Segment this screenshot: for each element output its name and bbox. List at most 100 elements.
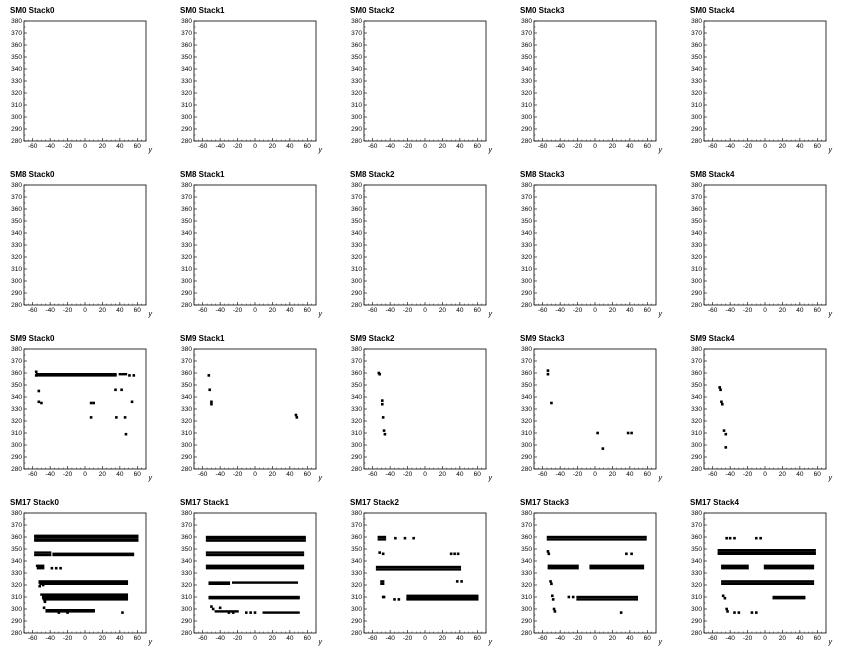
x-tick-label: 60 (134, 307, 142, 314)
y-tick-label: 320 (181, 90, 192, 97)
y-tick-label: 290 (11, 290, 22, 297)
x-tick-label: 0 (763, 143, 767, 150)
x-tick-label: -40 (45, 471, 55, 478)
x-tick-label: 60 (644, 143, 652, 150)
x-tick-label: 20 (269, 307, 277, 314)
chart-title: SM0 Stack0 (10, 6, 55, 15)
x-tick-label: -20 (403, 635, 413, 642)
chart-plot: 280 290 300 310 320 330 340 350 360 370 380 -60 -40 -… (351, 18, 492, 154)
x-axis-title: y (318, 311, 323, 318)
data-point (626, 431, 630, 435)
y-tick-label: 300 (521, 606, 532, 613)
y-tick-label: 370 (11, 358, 22, 365)
y-tick-label: 280 (351, 630, 362, 637)
data-point (456, 552, 460, 556)
y-tick-label: 300 (691, 442, 702, 449)
data-point (552, 607, 556, 611)
y-tick-label: 360 (351, 42, 362, 49)
x-tick-label: 0 (83, 143, 87, 150)
y-tick-label: 360 (181, 42, 192, 49)
x-tick-label: 20 (439, 635, 447, 642)
y-tick-label: 320 (521, 418, 532, 425)
y-tick-label: 330 (521, 406, 532, 413)
chart-plot: 280 290 300 310 320 330 340 350 360 370 380 -60 -40 -… (351, 510, 493, 646)
y-tick-label: 280 (351, 302, 362, 309)
chart-plot: 280 290 300 310 320 330 340 350 360 370 380 -60 -40 -… (11, 182, 152, 318)
chart-plot: 280 290 300 310 320 330 340 350 360 370 380 -60 -40 -… (691, 18, 832, 154)
y-tick-label: 350 (521, 546, 532, 553)
chart-panel: SM0 Stack4 280 290 300 310 320 330 340 350 360 370… (680, 0, 850, 164)
y-tick-label: 310 (181, 594, 192, 601)
chart-panel: SM9 Stack0 280 290 300 310 320 330 340 350 360 370… (0, 328, 170, 492)
data-point (553, 610, 557, 613)
y-tick-label: 330 (691, 242, 702, 249)
data-band (45, 610, 95, 613)
data-band (406, 598, 479, 601)
x-tick-label: 20 (609, 143, 617, 150)
chart-panel: SM9 Stack1 280 290 300 310 320 330 340 350 360 370… (170, 328, 340, 492)
data-point (130, 400, 134, 404)
plot-frame (193, 184, 317, 306)
y-tick-label: 310 (181, 102, 192, 109)
data-point (759, 536, 762, 540)
data-point (34, 370, 38, 374)
chart-panel: SM0 Stack3 280 290 300 310 320 330 340 350 360 370… (510, 0, 680, 164)
data-point (754, 536, 758, 540)
y-tick-label: 330 (521, 78, 532, 85)
y-tick-label: 350 (351, 54, 362, 61)
data-point (120, 388, 123, 392)
data-point (123, 416, 127, 419)
y-tick-label: 350 (181, 54, 192, 61)
x-tick-label: -60 (198, 471, 208, 478)
y-tick-label: 340 (521, 558, 532, 565)
chart-title: SM0 Stack1 (180, 6, 225, 15)
x-tick-label: -20 (233, 635, 243, 642)
plot-frame (533, 20, 657, 142)
chart-title: SM17 Stack0 (10, 498, 59, 507)
y-tick-label: 380 (11, 18, 22, 25)
x-tick-label: -60 (368, 471, 378, 478)
x-tick-label: -20 (63, 471, 73, 478)
y-tick-label: 290 (351, 618, 362, 625)
chart-title: SM17 Stack1 (180, 498, 229, 507)
data-point (724, 432, 728, 436)
x-tick-label: -60 (538, 471, 548, 478)
y-tick-label: 360 (181, 206, 192, 213)
x-axis-title: y (488, 639, 493, 646)
y-tick-label: 320 (351, 254, 362, 261)
plot-frame (703, 184, 827, 306)
data-point (231, 611, 235, 614)
chart-title: SM8 Stack0 (10, 170, 55, 179)
x-tick-label: 20 (779, 635, 787, 642)
y-tick-label: 290 (521, 290, 532, 297)
y-tick-label: 360 (521, 206, 532, 213)
data-point (211, 607, 215, 611)
y-tick-label: 280 (11, 630, 22, 637)
x-tick-label: 60 (304, 307, 312, 314)
data-point (227, 611, 231, 614)
y-tick-label: 300 (691, 278, 702, 285)
x-tick-label: 20 (99, 307, 107, 314)
x-tick-label: 40 (116, 635, 124, 642)
y-tick-label: 340 (181, 394, 192, 401)
y-tick-label: 330 (11, 242, 22, 249)
y-tick-label: 380 (521, 18, 532, 25)
y-tick-label: 320 (11, 254, 22, 261)
y-tick-label: 340 (691, 558, 702, 565)
y-tick-label: 380 (351, 510, 362, 517)
x-tick-label: 60 (814, 471, 822, 478)
plot-frame (363, 184, 487, 306)
y-tick-label: 310 (691, 102, 702, 109)
x-tick-label: 0 (253, 635, 257, 642)
y-tick-label: 290 (181, 454, 192, 461)
data-band (576, 598, 639, 601)
y-tick-label: 300 (181, 114, 192, 121)
plot-frame (193, 348, 317, 470)
y-tick-label: 350 (181, 546, 192, 553)
x-tick-label: -40 (725, 307, 735, 314)
data-band (35, 373, 117, 376)
y-tick-label: 340 (521, 66, 532, 73)
data-point (393, 598, 396, 601)
data-point (750, 611, 754, 614)
